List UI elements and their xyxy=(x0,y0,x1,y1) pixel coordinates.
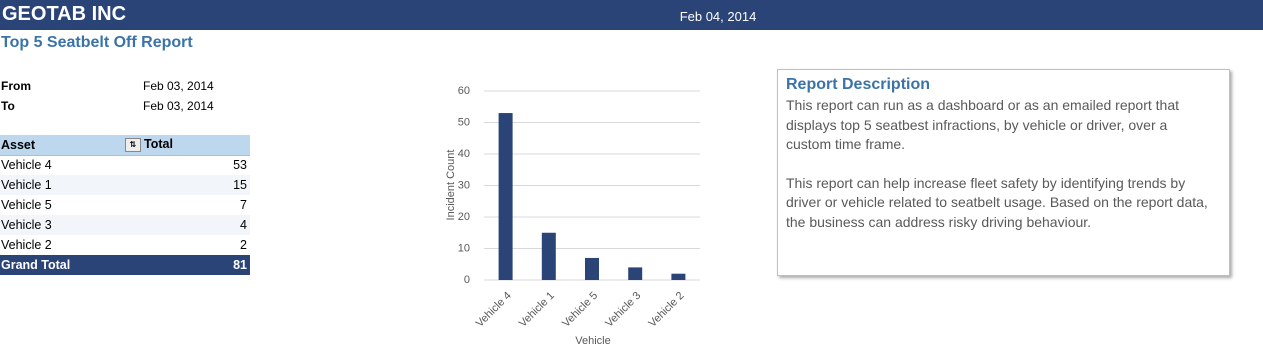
total-cell: 7 xyxy=(240,198,247,212)
period-label: From xyxy=(1,79,31,93)
chart: Incident Count Vehicle 0 10 20 30 40 50 60 Vehi… xyxy=(445,85,700,347)
y-axis-title: Incident Count xyxy=(445,150,457,221)
report-title: Top 5 Seatbelt Off Report xyxy=(1,34,193,51)
y-tick-label: 20 xyxy=(458,211,470,223)
y-tick-label: 10 xyxy=(458,242,470,254)
total-label: Grand Total xyxy=(0,255,124,275)
total-cell: 15 xyxy=(124,175,250,195)
period-value: Feb 03, 2014 xyxy=(143,99,214,113)
period-label: To xyxy=(1,99,15,113)
grand-total-row: Grand Total 81 xyxy=(0,255,250,275)
bar xyxy=(541,232,556,280)
description-box: Report Description This report can run a… xyxy=(777,69,1230,276)
description-paragraph: This report can help increase fleet safe… xyxy=(786,174,1208,230)
y-tick-label: 40 xyxy=(458,148,470,160)
x-axis-title: Vehicle xyxy=(575,335,610,347)
asset-cell: Vehicle 4 xyxy=(1,158,52,173)
asset-cell: Vehicle 2 xyxy=(1,238,52,252)
company-name: GEOTAB INC xyxy=(2,3,127,25)
total-cell: 4 xyxy=(124,215,250,235)
asset-cell: Vehicle 3 xyxy=(0,215,124,235)
period-value: Feb 03, 2014 xyxy=(143,79,214,93)
description-title: Report Description xyxy=(786,76,931,93)
x-tick-label: Vehicle 4 xyxy=(474,290,514,330)
y-tick-label: 0 xyxy=(464,274,470,286)
y-tick-label: 50 xyxy=(458,116,470,128)
asset-cell: Vehicle 1 xyxy=(0,175,124,195)
bar xyxy=(628,267,643,280)
bar xyxy=(498,113,513,280)
total-cell: 2 xyxy=(240,238,247,252)
filter-button[interactable]: ⇅ xyxy=(125,138,141,153)
x-tick-label: Vehicle 1 xyxy=(517,290,557,330)
table-row: Vehicle 1 15 xyxy=(0,175,250,195)
table-row: Vehicle 4 53 xyxy=(0,155,250,175)
table-row: Vehicle 2 2 xyxy=(0,235,250,255)
header-bar xyxy=(0,0,1263,30)
bar xyxy=(671,273,686,280)
total-value: 81 xyxy=(124,255,250,275)
column-header: Total xyxy=(144,137,173,152)
description-paragraph: This report can run as a dashboard or as… xyxy=(786,97,1179,152)
table-row: Vehicle 5 7 xyxy=(0,195,250,215)
y-tick-label: 30 xyxy=(458,179,470,191)
column-header-cell: ⇅ Total xyxy=(124,135,250,156)
table-header: Asset ⇅ Total xyxy=(0,135,250,156)
y-tick-label: 60 xyxy=(458,85,470,97)
x-tick-label: Vehicle 2 xyxy=(647,290,687,330)
x-tick-label: Vehicle 5 xyxy=(560,290,600,330)
column-header: Asset xyxy=(0,135,124,156)
asset-cell: Vehicle 5 xyxy=(1,198,52,212)
x-tick-label: Vehicle 3 xyxy=(603,290,643,330)
bar xyxy=(585,257,599,280)
report-date: Feb 04, 2014 xyxy=(679,9,757,24)
pivot-table: Asset ⇅ Total Vehicle 4 53 Vehicle 1 15 Vehic… xyxy=(0,135,250,275)
total-cell: 53 xyxy=(233,158,247,173)
